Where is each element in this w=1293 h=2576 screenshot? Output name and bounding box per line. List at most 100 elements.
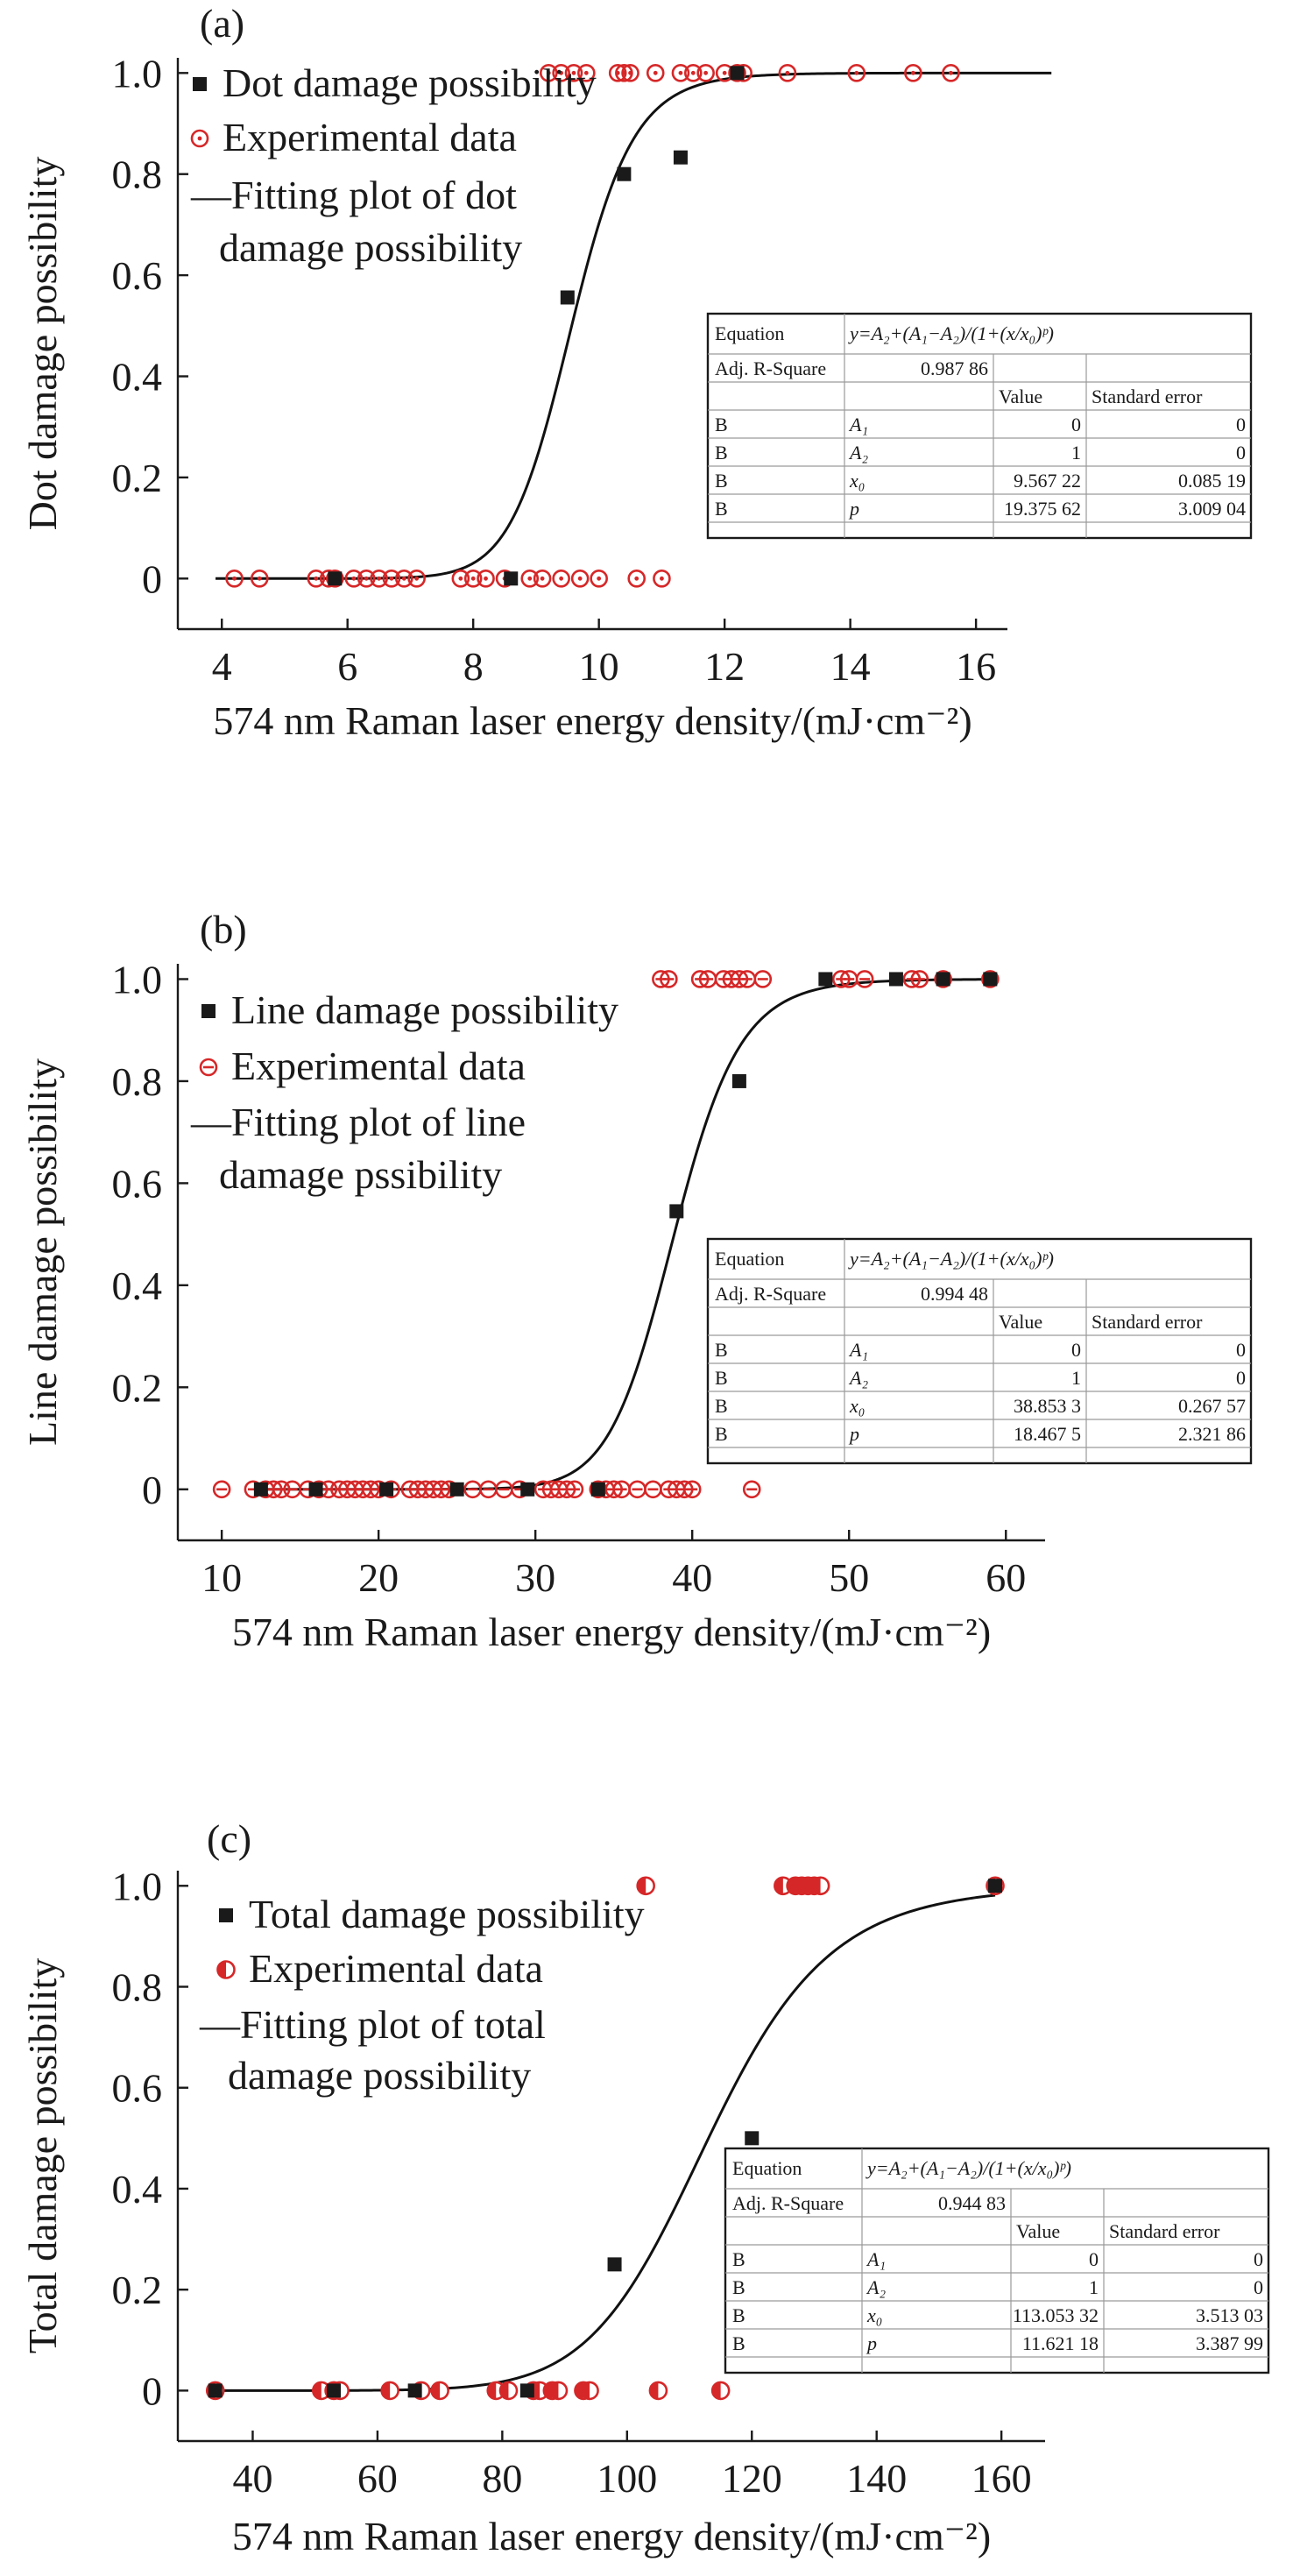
data-point-circle <box>742 1480 761 1499</box>
data-point-square <box>983 972 998 987</box>
y-tick-label: 0.2 <box>112 456 163 500</box>
x-tick-label: 40 <box>672 1555 712 1600</box>
table-cell-error: 0.267 57 <box>1178 1395 1246 1417</box>
x-tick-label: 20 <box>358 1555 399 1600</box>
table-cell-group: B <box>715 1367 728 1389</box>
data-point-circle <box>451 570 470 588</box>
legend-entry: Line damage possibility <box>231 987 618 1032</box>
data-point-square <box>673 150 688 165</box>
x-tick-label: 4 <box>212 644 232 689</box>
table-equation: y=A₂+(A₁−A₂)/(1+(x/x₀)ᵖ) <box>866 2157 1071 2179</box>
table-border <box>706 1237 1253 1465</box>
table-cell-group: B <box>715 1339 728 1361</box>
data-point-circle <box>628 1480 646 1499</box>
table-cell-value: 19.375 62 <box>1004 498 1081 520</box>
x-tick-label: 60 <box>357 2456 398 2501</box>
data-point-circle <box>539 64 558 82</box>
table-adj-label: Adj. R-Square <box>732 2192 844 2214</box>
table-cell-value: 0 <box>1071 1339 1081 1361</box>
y-axis-title: Total damage possibility <box>20 1958 65 2354</box>
y-axis-title: Dot damage possibility <box>20 157 65 531</box>
table-cell-group: B <box>732 2304 745 2326</box>
data-point-circle <box>942 64 960 82</box>
parameter-table: Equation y=A₂+(A₁−A₂)/(1+(x/x₀)ᵖ) Adj. R-S… <box>706 1237 1253 1465</box>
data-point-square <box>308 1482 323 1497</box>
table-cell-error: 0 <box>1236 414 1246 435</box>
data-point-square <box>560 290 575 305</box>
data-point-circle <box>380 2381 399 2401</box>
y-tick-label: 0 <box>142 556 162 601</box>
data-point-circle <box>910 970 929 988</box>
table-cell-error: 0 <box>1236 1339 1246 1361</box>
table-cell-param: A₂ <box>848 1367 868 1389</box>
data-point-square <box>379 1482 394 1497</box>
y-tick-label: 1.0 <box>112 51 163 96</box>
data-point-circle <box>636 1876 655 1896</box>
table-adj-value: 0.987 86 <box>921 357 988 379</box>
data-point-circle <box>430 2381 449 2401</box>
legend-entry: —Fitting plot of line <box>190 1100 526 1144</box>
table-header-value: Value <box>999 1311 1042 1333</box>
table-cell-error: 3.513 03 <box>1196 2304 1263 2326</box>
table-cell-param: A₁ <box>848 414 868 435</box>
y-axis-title: Line damage possibility <box>20 1058 65 1446</box>
panel-label: (b) <box>200 907 247 952</box>
data-point-circle <box>644 1480 662 1499</box>
x-tick-label: 100 <box>597 2456 657 2501</box>
legend-entry: damage possibility <box>228 2053 531 2098</box>
legend-entry: Experimental data <box>231 1044 526 1088</box>
table-adj-label: Adj. R-Square <box>715 1283 826 1305</box>
table-border <box>706 312 1253 540</box>
data-point-square <box>327 2383 342 2398</box>
legend-entry: Experimental data <box>223 115 517 159</box>
data-point-circle <box>370 570 388 588</box>
x-tick-label: 6 <box>337 644 357 689</box>
legend-marker-square <box>219 1908 233 1922</box>
data-point-circle <box>394 570 413 588</box>
data-point-circle <box>590 570 608 588</box>
x-tick-label: 40 <box>232 2456 272 2501</box>
data-point-circle <box>250 570 269 588</box>
data-point-circle <box>855 970 874 988</box>
data-point-circle <box>904 64 922 82</box>
data-point-square <box>449 1482 464 1497</box>
data-point-circle <box>552 570 570 588</box>
table-cell-group: B <box>715 470 728 492</box>
y-tick-label: 1.0 <box>112 1864 163 1908</box>
table-header-error: Standard error <box>1109 2220 1220 2242</box>
table-adj-value: 0.944 83 <box>938 2192 1006 2214</box>
data-point-circle <box>463 570 483 588</box>
x-tick-label: 8 <box>463 644 484 689</box>
table-adj-label: Adj. R-Square <box>715 357 826 379</box>
data-point-circle <box>627 570 646 588</box>
data-point-circle <box>407 570 426 588</box>
x-axis-title: 574 nm Raman laser energy density/(mJ·cm… <box>232 2514 991 2558</box>
data-point-square <box>520 1482 535 1497</box>
legend-entry: Experimental data <box>249 1946 543 1991</box>
table-cell-param: x₀ <box>849 470 865 492</box>
table-header-error: Standard error <box>1092 386 1203 407</box>
data-point-circle <box>653 570 671 588</box>
data-point-circle <box>498 2381 519 2401</box>
data-point-square <box>519 2383 534 2398</box>
legend-entry: Total damage possibility <box>249 1892 645 1936</box>
table-cell-error: 0 <box>1254 2276 1263 2298</box>
x-tick-label: 120 <box>722 2456 782 2501</box>
table-cell-param: x₀ <box>849 1395 865 1417</box>
x-tick-label: 14 <box>830 644 871 689</box>
table-cell-param: A₂ <box>848 442 868 464</box>
legend-entry: —Fitting plot of dot <box>190 173 517 217</box>
y-tick-label: 0.4 <box>112 2167 163 2212</box>
table-header-value: Value <box>999 386 1042 407</box>
y-tick-label: 0.4 <box>112 1263 163 1308</box>
legend-marker-square <box>201 1004 216 1018</box>
data-point-square <box>328 571 343 586</box>
table-header-error: Standard error <box>1092 1311 1203 1333</box>
table-cell-param: A₁ <box>866 2248 886 2270</box>
panel-label: (c) <box>207 1816 251 1861</box>
y-tick-label: 0.8 <box>112 1059 163 1104</box>
parameter-table: Equation y=A₂+(A₁−A₂)/(1+(x/x₀)ᵖ) Adj. R-S… <box>724 2147 1270 2374</box>
data-point-circle <box>357 570 376 588</box>
